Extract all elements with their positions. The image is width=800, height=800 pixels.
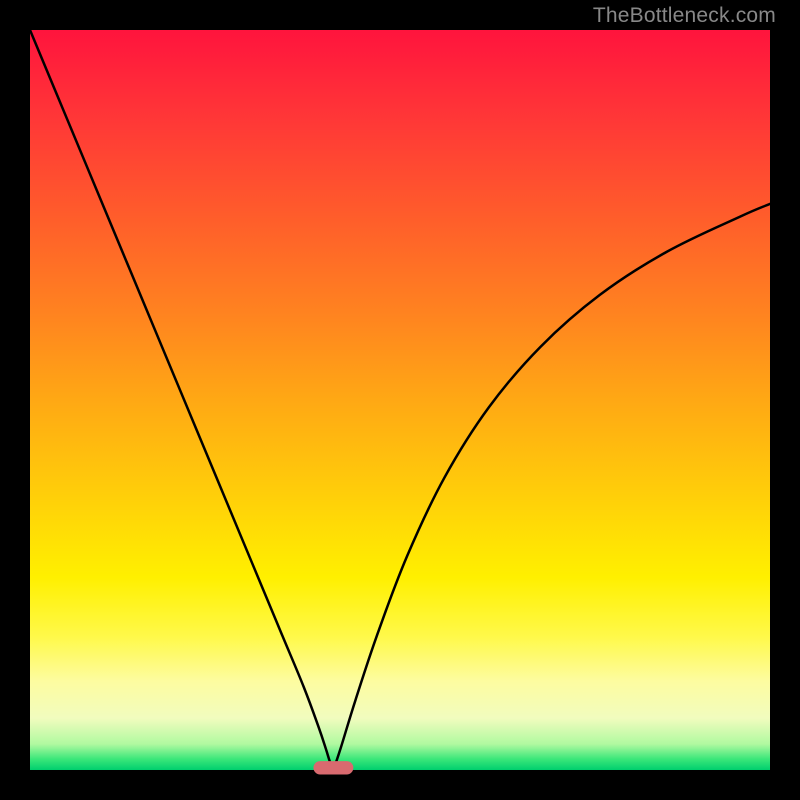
minimum-marker [313,761,353,774]
chart-container: TheBottleneck.com [0,0,800,800]
watermark-text: TheBottleneck.com [593,4,776,28]
chart-svg [0,0,800,800]
plot-gradient-background [30,30,770,770]
